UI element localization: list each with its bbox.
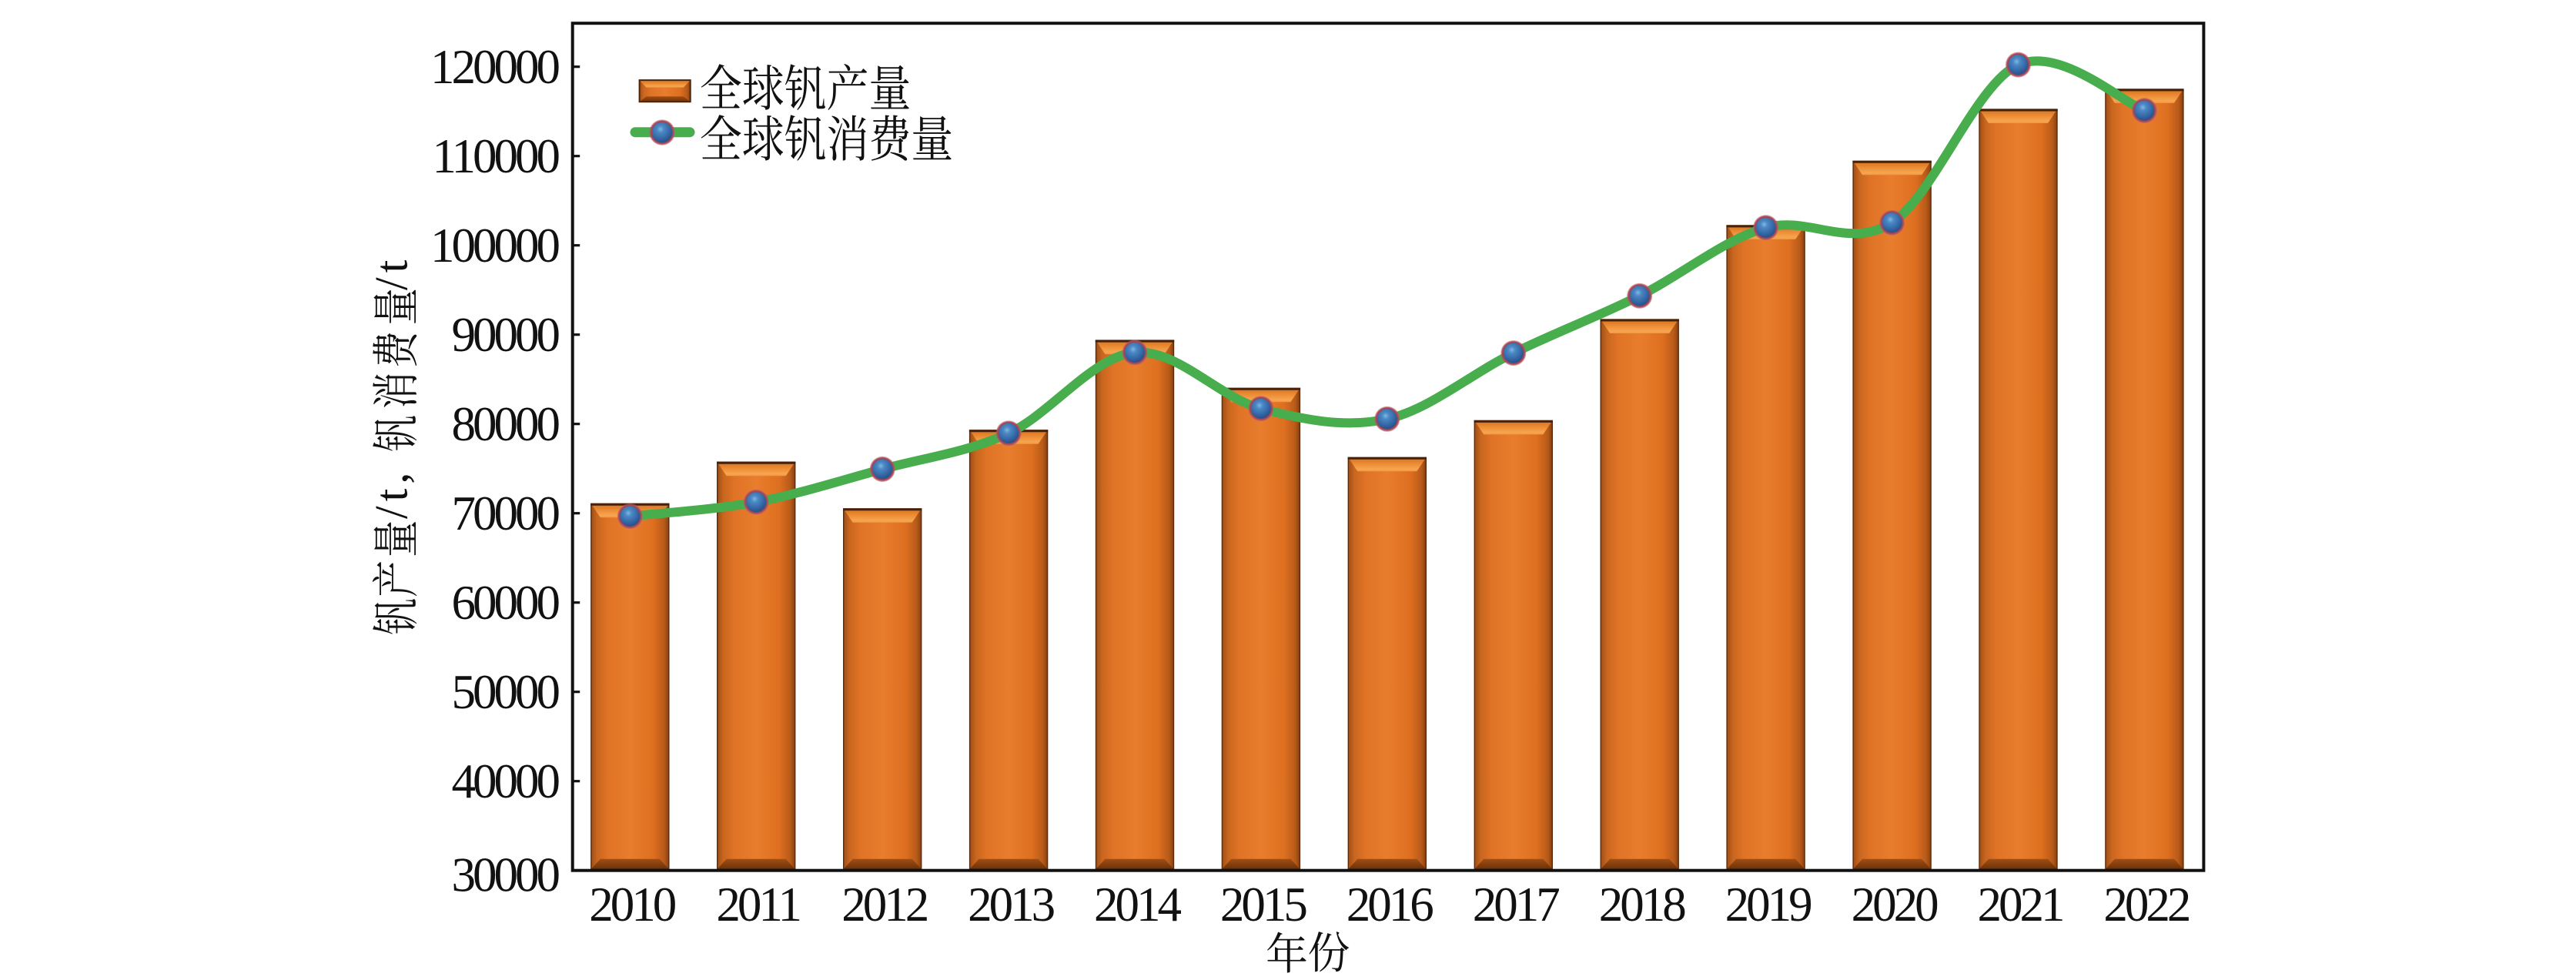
svg-text:2018: 2018 (1599, 878, 1686, 932)
svg-text:70000: 70000 (452, 487, 560, 540)
svg-text:80000: 80000 (452, 397, 560, 451)
svg-text:50000: 50000 (452, 665, 560, 719)
svg-text:2014: 2014 (1094, 878, 1182, 932)
svg-text:90000: 90000 (452, 308, 560, 362)
svg-text:/t,: /t, (366, 468, 417, 519)
svg-text:/t: /t (366, 256, 417, 290)
svg-text:2022: 2022 (2103, 878, 2190, 932)
svg-text:30000: 30000 (452, 848, 560, 902)
svg-text:2010: 2010 (589, 878, 676, 932)
svg-text:40000: 40000 (452, 754, 560, 808)
svg-text:2017: 2017 (1473, 878, 1560, 932)
svg-text:110000: 110000 (432, 129, 559, 183)
svg-text:2016: 2016 (1347, 878, 1434, 932)
svg-text:2019: 2019 (1725, 878, 1812, 932)
svg-text:120000: 120000 (430, 40, 560, 94)
svg-text:2020: 2020 (1852, 878, 1939, 932)
svg-text:2012: 2012 (841, 878, 928, 932)
svg-text:2013: 2013 (968, 878, 1055, 932)
svg-text:60000: 60000 (452, 576, 560, 630)
svg-text:2021: 2021 (1978, 878, 2063, 932)
svg-text:2011: 2011 (716, 878, 799, 932)
svg-text:2015: 2015 (1220, 878, 1307, 932)
svg-text:100000: 100000 (430, 219, 560, 273)
